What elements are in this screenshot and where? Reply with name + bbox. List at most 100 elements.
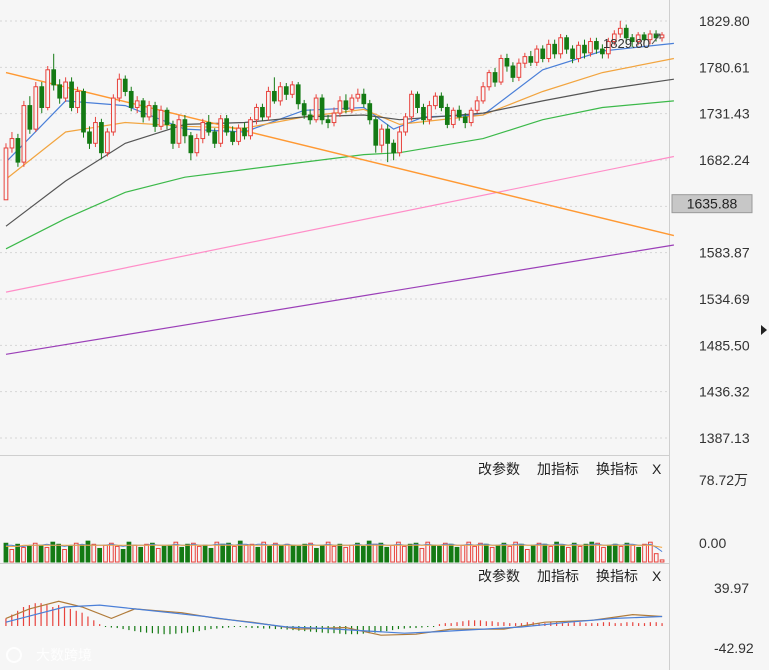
candle [140,98,146,123]
volume-bar [337,543,343,563]
volume-bar [9,549,15,563]
candle-body [301,103,307,116]
candle [260,103,265,121]
candle [277,82,283,106]
candle-body [248,119,253,137]
volume-bar [302,543,308,563]
volume-bar [27,545,32,563]
candle [188,131,194,161]
candle [582,39,587,59]
candle-body [260,106,265,118]
candle-body [182,119,188,137]
candle [81,88,86,138]
volume-bar [15,543,20,563]
volume-bar [21,546,26,563]
candle [349,94,355,114]
candle-body [504,57,510,67]
volume-tick-label: 0.00 [699,535,726,551]
candle [433,92,438,110]
candle-body [140,100,146,118]
volume-axis: 78.72万 0.00 [699,472,748,551]
volume-bar [560,544,565,563]
volume-bar [56,543,62,563]
candle [444,103,450,129]
expand-arrow-icon[interactable] [761,325,767,335]
volume-bar [68,545,73,563]
candle [105,128,110,157]
candle-body [110,97,116,133]
close-icon[interactable]: X [652,568,662,584]
candle [456,105,462,121]
candle [295,82,301,110]
candle [158,105,164,131]
candle-body [427,105,432,121]
candle [546,39,552,63]
volume-bar [232,545,237,563]
candle-body [57,84,63,99]
candle-body [146,105,152,118]
candle [468,107,474,127]
volume-bar [179,546,185,563]
candle [409,90,414,121]
candle [331,107,337,127]
candle [629,33,635,48]
candle-body [391,142,396,154]
candle-body [433,95,438,107]
candle [164,107,170,130]
volume-bar [214,541,220,563]
volume-bar [378,542,384,563]
candle-body [450,109,456,125]
volume-bar [448,543,454,563]
volume-bar [636,546,641,563]
candle [361,88,367,108]
candle [647,30,653,45]
candle [492,67,498,87]
volume-bar [249,543,255,563]
candle [397,126,402,157]
candle [110,94,116,136]
moving-average-line [5,42,674,163]
add-indicator-button[interactable]: 加指标 [537,568,579,584]
candle-body [15,138,21,163]
candle-body [206,122,212,133]
price-tick-label: 1583.87 [699,245,750,261]
candle-body [128,90,134,108]
candle-body [283,86,289,95]
candle [516,58,522,82]
volume-bar [401,545,407,563]
watermark: 大数跨境 [6,647,92,663]
volume-bar [571,542,577,563]
volume-bar [642,543,647,563]
price-panel-bg [0,0,669,455]
volume-bar [407,543,413,563]
volume-bar [513,541,518,563]
volume-bar [91,543,97,563]
candle [9,131,15,153]
candle [558,33,563,59]
volume-bar [167,544,173,563]
switch-indicator-button[interactable]: 换指标 [596,461,638,477]
switch-indicator-button[interactable]: 换指标 [596,568,638,584]
candle-body [152,105,158,127]
candle [325,115,331,129]
close-icon[interactable]: X [652,461,662,477]
edit-params-button[interactable]: 改参数 [478,568,520,584]
candle-body [582,44,587,54]
candle-body [546,43,552,59]
volume-bar [273,542,278,563]
volume-bar [472,545,477,563]
candle [313,94,319,123]
volume-bar [243,544,249,563]
volume-bar [343,546,349,563]
add-indicator-button[interactable]: 加指标 [537,461,579,477]
candle-body [611,33,617,43]
candle [170,120,176,149]
macd-line [5,604,663,634]
candle-body [325,119,331,124]
candle-body [576,44,581,59]
candle-body [492,72,498,83]
edit-params-button[interactable]: 改参数 [478,461,520,477]
volume-bar [419,547,425,563]
volume-bar [565,546,571,563]
candle [146,100,152,121]
